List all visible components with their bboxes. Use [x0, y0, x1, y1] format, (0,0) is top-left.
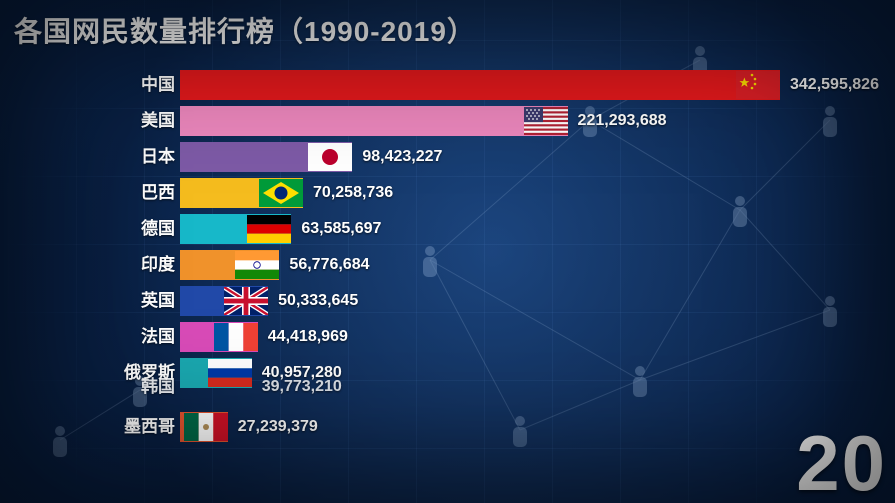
bar-label: 日本: [141, 142, 175, 172]
flag-icon: [259, 179, 303, 207]
bar-row: 德国 63,585,697: [0, 214, 895, 250]
bar-row: 法国 44,418,969: [0, 322, 895, 358]
bar-row: 中国 342,595,826: [0, 70, 895, 106]
bar-label: 巴西: [141, 178, 175, 208]
bar: [180, 70, 780, 100]
year-counter: 20: [796, 418, 887, 503]
bar-value: 50,333,645: [278, 286, 358, 316]
bar-row: 俄罗斯40,957,280韩国39,773,210: [0, 358, 895, 394]
bar: [180, 106, 568, 136]
bar-row: 巴西 70,258,736: [0, 178, 895, 214]
bar-value: 56,776,684: [289, 250, 369, 280]
bar-label: 美国: [141, 106, 175, 136]
bar-row: 英国 50,333,645: [0, 286, 895, 322]
bar-value: 98,423,227: [362, 142, 442, 172]
flag-icon: [208, 359, 252, 387]
bar-value: 27,239,379: [238, 412, 318, 442]
bar-label: 法国: [141, 322, 175, 352]
bar-row: 墨西哥 27,239,379: [0, 394, 895, 466]
bar-row: 印度 56,776,684: [0, 250, 895, 286]
bar-chart: 中国 342,595,826 美国 221,293,688 日本 98,423,227 巴西…: [0, 70, 895, 466]
flag-icon: [524, 107, 568, 135]
flag-icon: [247, 215, 291, 243]
bar-value: 221,293,688: [578, 106, 667, 136]
chart-title: 各国网民数量排行榜（1990-2019）: [14, 10, 476, 50]
bar-label: 英国: [141, 286, 175, 316]
bar-value: 63,585,697: [301, 214, 381, 244]
bar-value: 44,418,969: [268, 322, 348, 352]
bar-value: 70,258,736: [313, 178, 393, 208]
bar-value: 342,595,826: [790, 70, 879, 100]
flag-icon: [184, 413, 228, 441]
flag-icon: [736, 71, 780, 99]
bar-label: 中国: [141, 70, 175, 100]
bar-row: 日本 98,423,227: [0, 142, 895, 178]
flag-icon: [308, 143, 352, 171]
flag-icon: [235, 251, 279, 279]
flag-icon: [224, 287, 268, 315]
bar-label: 德国: [141, 214, 175, 244]
bar-label: 墨西哥: [124, 412, 175, 442]
flag-icon: [214, 323, 258, 351]
bar-label: 印度: [141, 250, 175, 280]
bar-row: 美国 221,293,688: [0, 106, 895, 142]
